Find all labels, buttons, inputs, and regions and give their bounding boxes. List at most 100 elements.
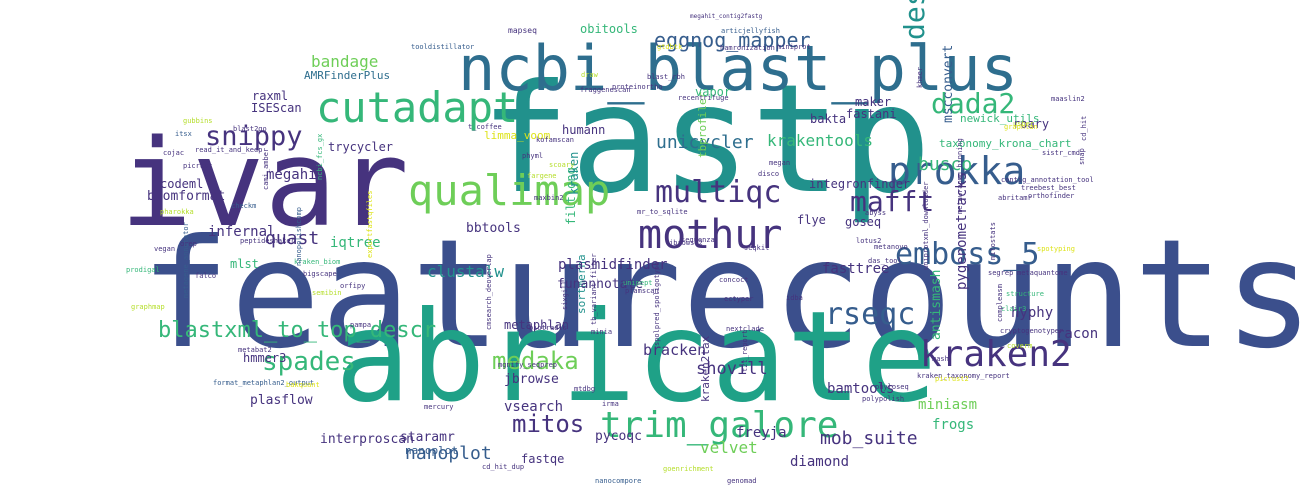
word-116: maxbin2	[534, 194, 564, 202]
word-167: bakquant	[286, 381, 320, 389]
word-136: seqkit	[744, 244, 770, 252]
word-28: krakentools	[767, 131, 873, 150]
word-87: megahit_contig2fastg	[690, 13, 763, 20]
word-49: metaphlan	[504, 318, 570, 332]
word-161: cryptogenotyper	[1000, 327, 1064, 335]
word-114: megan	[769, 159, 791, 167]
word-14: dada2	[931, 87, 1016, 120]
word-89: gtdbtk	[657, 43, 683, 51]
word-93: miniprot	[777, 43, 811, 51]
word-42: interproscan	[320, 432, 414, 447]
word-68: humann	[562, 123, 606, 137]
word-106: itsx	[175, 130, 192, 138]
word-96: proteinortho	[612, 83, 663, 91]
word-36: fasttree	[822, 261, 890, 277]
word-165: kraken_taxonomy_report	[917, 372, 1010, 380]
word-8: mothur	[638, 212, 783, 258]
word-51: kraken2tax	[699, 335, 712, 402]
word-3: abricate	[335, 285, 938, 430]
word-27: unicycler	[656, 132, 754, 153]
word-21: mitos	[512, 410, 585, 438]
word-48: hmmer3	[243, 351, 287, 365]
word-176: nanocompore	[595, 477, 642, 485]
word-111: cojac	[163, 149, 185, 157]
word-178: genomad	[727, 477, 757, 485]
word-107: blast2go	[233, 125, 267, 133]
word-156: pfamscan	[625, 287, 659, 295]
word-86: mapseq	[508, 26, 537, 35]
word-77: mscconvert	[941, 44, 956, 123]
word-19: blastxml_to_top_descr	[158, 318, 437, 343]
word-74: bakta	[810, 112, 847, 126]
word-140: spotyping	[1037, 245, 1075, 253]
word-33: bracken	[643, 341, 707, 359]
word-79: roary	[1013, 117, 1050, 131]
word-171: phyloseq	[875, 383, 909, 391]
word-65: raxml	[252, 89, 289, 103]
word-31: clustalw	[427, 262, 505, 281]
word-159: biotradis	[529, 324, 567, 332]
word-10: kraken2	[920, 334, 1072, 375]
word-12: multiqc	[655, 175, 782, 210]
word-18: spades	[262, 347, 356, 377]
word-185: cmsearch_deoverlap	[485, 254, 493, 330]
word-53: hyphy	[1011, 305, 1054, 321]
word-97: recentrifuge	[678, 94, 729, 102]
word-141: metagene_annotator	[182, 222, 190, 298]
word-40: frogs	[932, 417, 975, 433]
word-133: peptideshaker	[240, 237, 295, 245]
word-188: t2t_report	[741, 329, 749, 372]
word-189: spolpred_spoligotype	[653, 261, 661, 346]
word-181: mitostats	[989, 222, 997, 260]
word-150: segrep	[988, 269, 1014, 277]
word-20: medaka	[492, 347, 579, 375]
word-101: sistr_cmd	[1042, 149, 1080, 157]
word-66: AMRFinderPlus	[304, 69, 391, 82]
word-110: read_it_and_keep	[195, 146, 263, 154]
word-127: abritamr	[998, 194, 1032, 202]
word-126: orthofinder	[1028, 192, 1075, 200]
word-162: metabat2	[238, 346, 272, 354]
word-91: jellyfish	[742, 27, 780, 35]
word-13: mafft	[850, 185, 935, 218]
word-155: semibin	[312, 289, 342, 297]
word-56: funannotate	[557, 277, 644, 292]
word-137: lotus2	[856, 237, 882, 245]
word-15: deseq2	[898, 0, 931, 40]
word-94: blast_rbh	[647, 73, 685, 81]
word-151: metaquantome	[1017, 269, 1068, 277]
word-7: qualimap	[408, 166, 611, 215]
word-26: mob_suite	[820, 428, 918, 449]
word-142: prodigal	[126, 266, 160, 274]
word-23: quast	[265, 228, 320, 249]
word-124: sequenza	[681, 236, 715, 244]
word-105: gubbins	[183, 117, 213, 125]
word-82: flye	[797, 213, 826, 227]
word-63: trycycler	[328, 140, 394, 154]
word-186: sixgill	[561, 280, 569, 310]
word-146: unipept	[623, 279, 653, 287]
word-183: nanopolishcomp	[295, 206, 303, 266]
word-39: freyja	[736, 425, 787, 441]
word-130: snap	[1078, 148, 1086, 165]
word-135: jbrowse2	[669, 239, 703, 247]
word-76: maker	[855, 95, 892, 109]
word-90: artic	[721, 27, 743, 35]
word-47: plasflow	[250, 393, 313, 408]
word-129: treebest_best	[1021, 184, 1076, 192]
word-32: shovill	[696, 359, 768, 379]
word-113: scoary	[549, 161, 575, 169]
word-153: clair3	[1001, 305, 1027, 313]
word-80: taxonomy_krona_chart	[939, 137, 1072, 150]
word-109: kofamscan	[536, 136, 574, 144]
word-78: newick_utils	[960, 112, 1040, 125]
word-125: abyss	[865, 209, 887, 217]
word-4: ncbi_blast_plus	[458, 32, 1018, 105]
word-120: phyml	[522, 152, 544, 160]
word-170: mtdbg	[574, 385, 596, 393]
word-6: cutadapt	[316, 83, 519, 132]
word-99: khmer	[916, 66, 924, 88]
word-180: uniprotxml_downloader	[922, 181, 930, 270]
word-160: nextclade	[726, 325, 764, 333]
